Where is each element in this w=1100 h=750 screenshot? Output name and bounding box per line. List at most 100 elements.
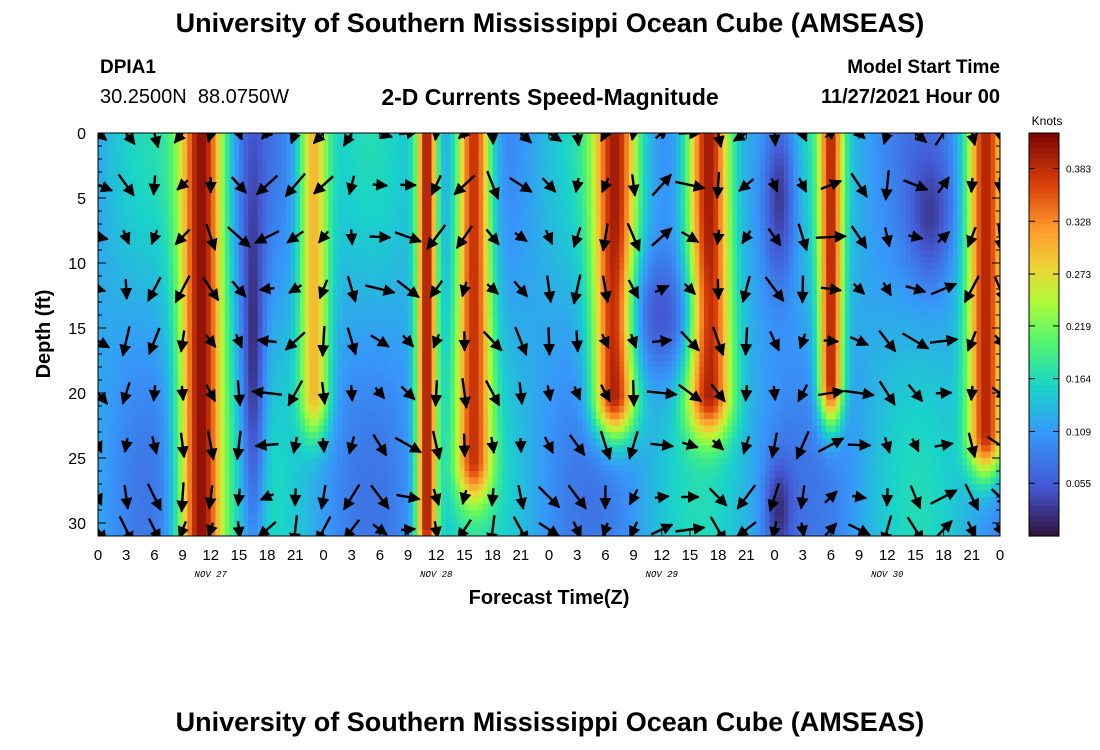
heatmap-cell xyxy=(699,276,705,284)
heatmap-cell xyxy=(586,159,592,167)
heatmap-cell xyxy=(440,185,447,193)
heatmap-cell xyxy=(985,172,992,180)
heatmap-cell xyxy=(276,237,282,245)
heatmap-cell xyxy=(694,224,700,232)
heatmap-cell xyxy=(393,243,400,251)
heatmap-cell xyxy=(483,295,489,303)
heatmap-cell xyxy=(821,224,827,232)
heatmap-cell xyxy=(285,159,292,167)
heatmap-cell xyxy=(375,250,381,258)
heatmap-cell xyxy=(450,295,456,303)
heatmap-cell xyxy=(530,250,536,258)
heatmap-cell xyxy=(642,256,649,264)
heatmap-cell xyxy=(751,165,757,173)
heatmap-cell xyxy=(314,269,320,277)
heatmap-cell xyxy=(229,198,235,206)
heatmap-cell xyxy=(206,198,212,206)
heatmap-cell xyxy=(342,159,348,167)
heatmap-cell xyxy=(938,243,945,251)
heatmap-cell xyxy=(854,139,860,147)
heatmap-cell xyxy=(384,250,390,258)
heatmap-cell xyxy=(863,159,870,167)
heatmap-cell xyxy=(511,250,517,258)
heatmap-cell xyxy=(595,289,602,297)
heatmap-cell xyxy=(224,289,231,297)
heatmap-cell xyxy=(948,172,954,180)
heatmap-cell xyxy=(130,211,137,219)
heatmap-cell xyxy=(445,289,451,297)
heatmap-cell xyxy=(375,230,381,238)
heatmap-cell xyxy=(426,217,433,225)
heatmap-cell xyxy=(459,172,466,180)
heatmap-cell xyxy=(253,282,259,290)
heatmap-cell xyxy=(704,191,710,199)
heatmap-cell xyxy=(351,133,357,141)
heatmap-cell xyxy=(431,211,437,219)
heatmap-cell xyxy=(891,230,898,238)
heatmap-cell xyxy=(887,211,893,219)
heatmap-cell xyxy=(196,159,202,167)
heatmap-cell xyxy=(196,211,202,219)
heatmap-cell xyxy=(370,243,376,251)
heatmap-cell xyxy=(586,133,592,141)
heatmap-cell xyxy=(976,263,982,271)
heatmap-cell xyxy=(553,146,559,154)
heatmap-cell xyxy=(868,165,874,173)
heatmap-cell xyxy=(906,191,912,199)
heatmap-cell xyxy=(534,230,541,238)
heatmap-cell xyxy=(361,289,367,297)
heatmap-cell xyxy=(558,152,564,160)
heatmap-cell xyxy=(196,185,202,193)
heatmap-cell xyxy=(995,172,1000,180)
heatmap-cell xyxy=(751,139,757,147)
heatmap-cell xyxy=(793,282,799,290)
heatmap-cell xyxy=(896,263,902,271)
heatmap-cell xyxy=(868,230,874,238)
heatmap-cell xyxy=(351,152,357,160)
heatmap-cell xyxy=(248,204,254,212)
heatmap-cell xyxy=(610,276,616,284)
heatmap-cell xyxy=(295,269,301,277)
heatmap-cell xyxy=(224,237,231,245)
heatmap-cell xyxy=(722,152,729,160)
heatmap-cell xyxy=(130,295,137,303)
heatmap-cell xyxy=(220,282,226,290)
heatmap-cell xyxy=(238,198,245,206)
heatmap-cell xyxy=(445,159,451,167)
heatmap-cell xyxy=(332,217,339,225)
heatmap-cell xyxy=(473,185,480,193)
heatmap-cell xyxy=(990,146,996,154)
heatmap-cell xyxy=(487,198,494,206)
heatmap-cell xyxy=(985,159,992,167)
heatmap-cell xyxy=(220,263,226,271)
heatmap-cell xyxy=(309,243,315,251)
heatmap-cell xyxy=(478,191,484,199)
heatmap-cell xyxy=(844,133,851,141)
heatmap-cell xyxy=(689,139,696,147)
heatmap-cell xyxy=(426,159,433,167)
heatmap-cell xyxy=(478,230,484,238)
heatmap-cell xyxy=(455,230,461,238)
heatmap-cell xyxy=(511,269,517,277)
heatmap-cell xyxy=(572,204,578,212)
heatmap-cell xyxy=(445,178,451,186)
heatmap-cell xyxy=(107,198,113,206)
heatmap-cell xyxy=(417,198,423,206)
heatmap-cell xyxy=(149,146,155,154)
heatmap-cell xyxy=(445,191,451,199)
heatmap-cell xyxy=(981,237,987,245)
heatmap-cell xyxy=(661,295,668,303)
heatmap-cell xyxy=(962,256,968,264)
heatmap-cell xyxy=(384,146,390,154)
heatmap-cell xyxy=(126,250,132,258)
heatmap-cell xyxy=(624,211,630,219)
heatmap-cell xyxy=(379,269,386,277)
heatmap-cell xyxy=(910,256,917,264)
heatmap-cell xyxy=(140,295,146,303)
heatmap-cell xyxy=(657,146,663,154)
heatmap-cell xyxy=(361,139,367,147)
heatmap-cell xyxy=(173,282,179,290)
heatmap-cell xyxy=(873,276,879,284)
heatmap-cell xyxy=(976,217,982,225)
heatmap-cell xyxy=(191,289,198,297)
